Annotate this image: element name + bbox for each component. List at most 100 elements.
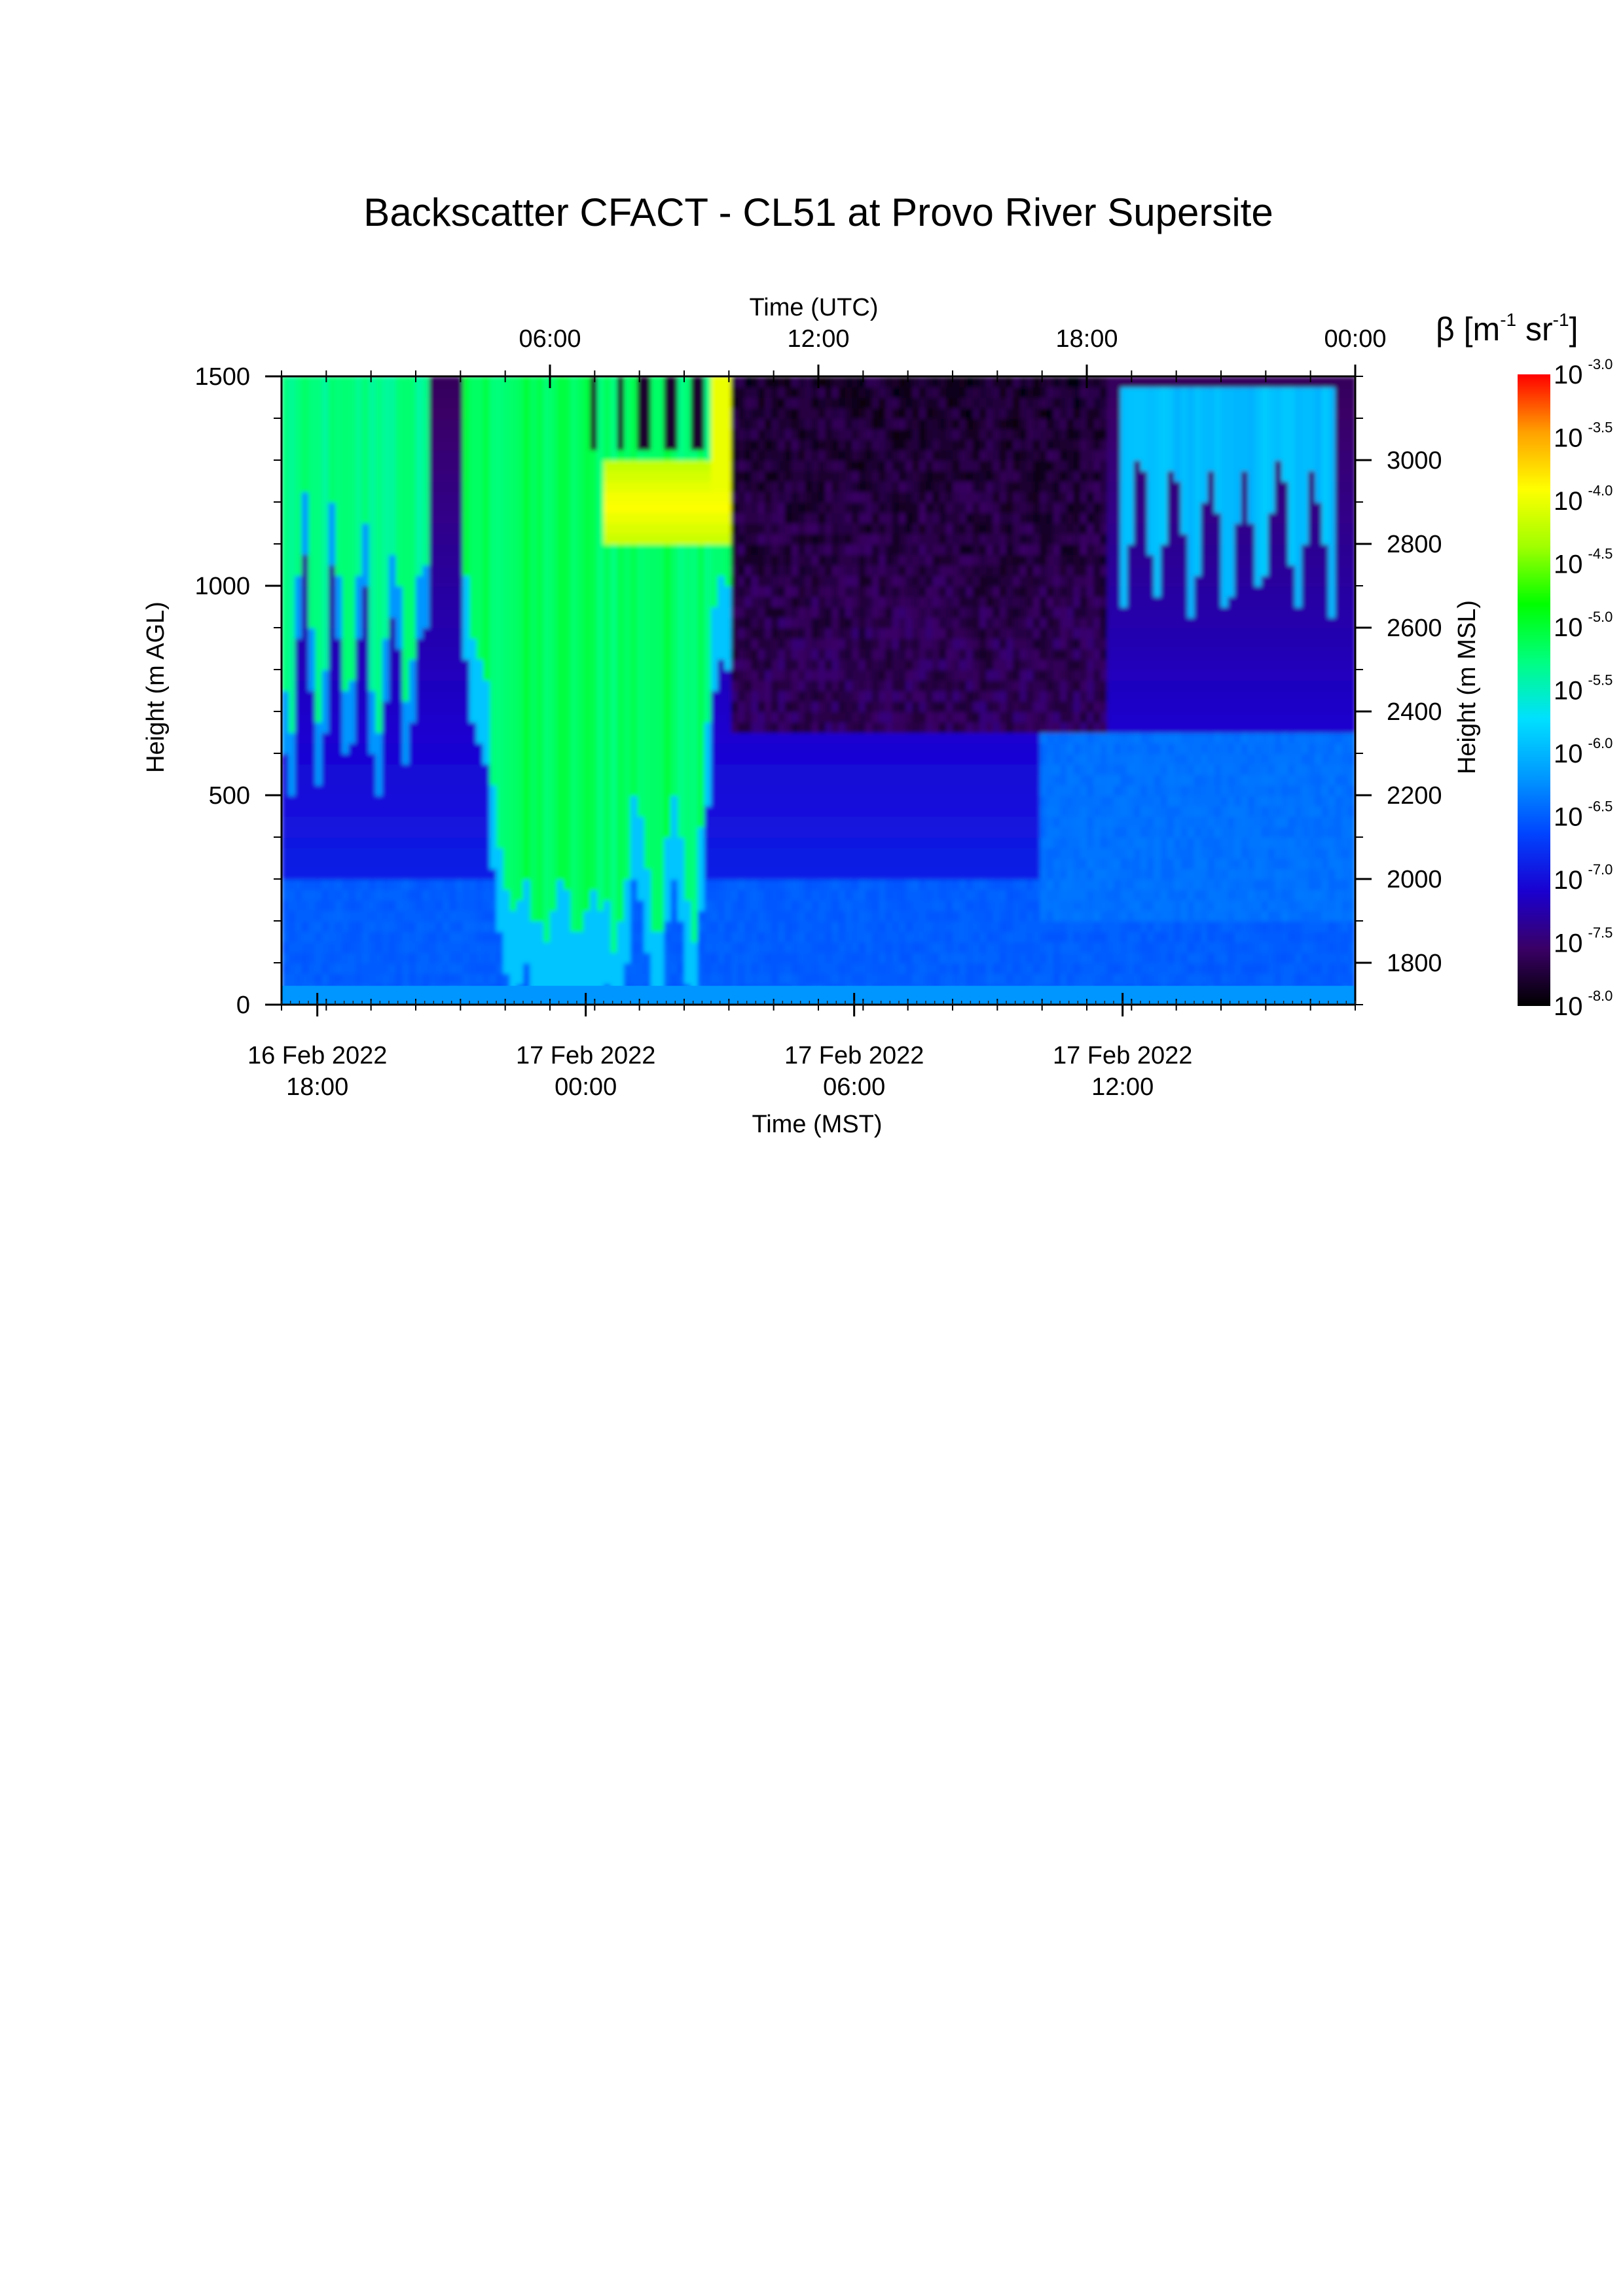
heatmap-cell — [1308, 889, 1316, 901]
heatmap-cell — [738, 837, 746, 848]
heatmap-cell — [1127, 774, 1135, 785]
heatmap-cell — [395, 963, 403, 974]
heatmap-cell — [1341, 732, 1349, 744]
heatmap-cell — [1180, 711, 1188, 723]
heatmap-cell — [1154, 816, 1161, 827]
heatmap-cell — [429, 816, 437, 827]
heatmap-cell — [630, 900, 638, 911]
heatmap-cell — [596, 743, 605, 754]
heatmap-cell — [328, 722, 337, 733]
heatmap-cell — [899, 722, 907, 733]
heatmap-cell — [1053, 691, 1061, 702]
heatmap-cell — [1154, 732, 1161, 744]
heatmap-cell — [1026, 722, 1034, 733]
heatmap-cell — [335, 774, 343, 785]
heatmap-cell — [429, 753, 437, 764]
heatmap-cell — [536, 827, 544, 838]
heatmap-cell — [919, 722, 927, 733]
heatmap-cell — [757, 942, 766, 953]
heatmap-cell — [953, 701, 960, 712]
heatmap-cell — [778, 963, 786, 974]
heatmap-cell — [845, 837, 853, 848]
heatmap-cell — [1248, 764, 1256, 775]
heatmap-cell — [1321, 952, 1330, 963]
heatmap-cell — [342, 879, 350, 890]
heatmap-cell — [1281, 848, 1289, 859]
heatmap-cell — [583, 973, 591, 984]
heatmap-cell — [892, 858, 900, 869]
heatmap-cell — [509, 774, 517, 785]
heatmap-cell — [1254, 827, 1262, 838]
heatmap-cell — [583, 889, 591, 901]
heatmap-cell — [301, 889, 310, 901]
heatmap-cell — [1100, 921, 1108, 932]
heatmap-cell — [416, 795, 424, 806]
heatmap-cell — [1348, 701, 1355, 712]
heatmap-cell — [503, 680, 511, 691]
heatmap-cell — [503, 921, 511, 932]
heatmap-cell — [1187, 722, 1195, 733]
heatmap-cell — [1187, 931, 1195, 942]
heatmap-cell — [650, 743, 659, 754]
heatmap-cell — [744, 722, 752, 733]
heatmap-cell — [765, 774, 773, 785]
heatmap-cell — [321, 795, 329, 806]
heatmap-cell — [389, 848, 397, 859]
heatmap-cell — [1127, 942, 1135, 953]
heatmap-cell — [1214, 711, 1222, 723]
heatmap-cell — [1013, 889, 1021, 901]
heatmap-cell — [979, 952, 987, 963]
heatmap-cell — [1201, 795, 1209, 806]
heatmap-cell — [1033, 795, 1041, 806]
heatmap-cell — [443, 774, 450, 785]
heatmap-cell — [462, 910, 471, 922]
heatmap-cell — [556, 889, 564, 901]
heatmap-cell — [744, 743, 752, 754]
heatmap-cell — [1080, 743, 1087, 754]
heatmap-cell — [1147, 973, 1155, 984]
heatmap-cell — [885, 848, 893, 859]
heatmap-cell — [469, 732, 477, 744]
heatmap-cell — [979, 806, 987, 817]
heatmap-cell — [395, 691, 403, 702]
heatmap-cell — [583, 743, 591, 754]
heatmap-cell — [1321, 701, 1330, 712]
heatmap-cell — [503, 711, 511, 723]
heatmap-cell — [282, 848, 289, 859]
heatmap-cell — [657, 774, 665, 785]
heatmap-cell — [1328, 858, 1336, 869]
heatmap-cell — [1261, 921, 1269, 932]
heatmap-cell — [1033, 963, 1041, 974]
heatmap-cell — [288, 774, 296, 785]
heatmap-cell — [516, 931, 524, 942]
heatmap-cell — [919, 827, 927, 838]
heatmap-cell — [355, 753, 363, 764]
heatmap-cell — [945, 785, 954, 796]
heatmap-cell — [979, 711, 987, 723]
heatmap-cell — [872, 963, 880, 974]
heatmap-cell — [282, 889, 289, 901]
heatmap-cell — [496, 753, 504, 764]
heatmap-cell — [308, 764, 316, 775]
heatmap-cell — [831, 827, 839, 838]
heatmap-cell — [435, 701, 444, 712]
heatmap-cell — [295, 921, 302, 932]
heatmap-cell — [691, 680, 699, 691]
heatmap-cell — [784, 722, 793, 733]
heatmap-cell — [1046, 900, 1054, 911]
heatmap-cell — [1053, 931, 1061, 942]
heatmap-cell — [348, 879, 356, 890]
heatmap-cell — [509, 722, 517, 733]
heatmap-cell — [1154, 711, 1161, 723]
heatmap-cell — [979, 774, 987, 785]
heatmap-cell — [959, 942, 967, 953]
heatmap-cell — [1140, 691, 1148, 702]
heatmap-cell — [811, 732, 820, 744]
heatmap-cell — [986, 795, 994, 806]
heatmap-cell — [348, 806, 356, 817]
heatmap-cell — [536, 722, 544, 733]
heatmap-cell — [939, 753, 947, 764]
heatmap-cell — [1341, 743, 1349, 754]
heatmap-cell — [449, 670, 457, 681]
heatmap-cell — [503, 753, 511, 764]
